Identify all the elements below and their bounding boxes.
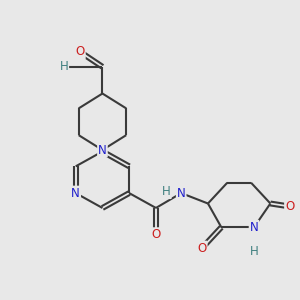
Text: O: O [151, 228, 160, 241]
Text: N: N [250, 221, 258, 234]
Text: O: O [197, 242, 207, 255]
Text: O: O [76, 45, 85, 58]
Text: N: N [71, 187, 80, 200]
Text: H: H [59, 60, 68, 73]
Text: H: H [162, 185, 171, 198]
Text: H: H [250, 244, 258, 258]
Text: O: O [285, 200, 294, 213]
Text: N: N [177, 187, 186, 200]
Text: N: N [98, 143, 107, 157]
